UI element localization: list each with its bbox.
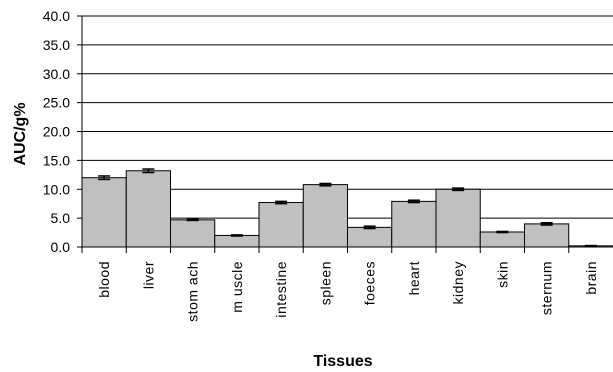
bar-muscle	[214, 234, 260, 248]
x-tick-label-foeces: foeces	[362, 261, 378, 305]
y-tick-label: 15.0	[43, 152, 70, 168]
error-bars	[81, 168, 597, 253]
bar-liver	[125, 170, 171, 248]
x-tick-label-heart: heart	[406, 261, 422, 295]
y-tick-labels: 0.0 5.0 10.0 15.0 20.0 25.0 30.0 35.0 40.0	[43, 8, 70, 255]
axes	[81, 16, 613, 248]
y-tick-label: 5.0	[51, 210, 71, 226]
bar-sternum	[524, 223, 570, 248]
x-axis-title: Tissues	[313, 353, 372, 370]
x-tick-label-muscle: m uscle	[229, 261, 245, 313]
y-tick-label: 35.0	[43, 37, 70, 53]
y-axis-title: AUC/g%	[12, 102, 29, 165]
y-tick-label: 40.0	[43, 8, 70, 24]
bar-intestine	[258, 202, 304, 248]
x-tick-label-stomach: stom ach	[185, 261, 201, 322]
bar-heart	[391, 200, 437, 248]
bar-stomach	[170, 219, 216, 248]
x-tick-label-spleen: spleen	[317, 261, 333, 305]
bar-blood	[81, 177, 127, 248]
x-tick-label-skin: skin	[494, 261, 510, 288]
y-tick-label: 0.0	[51, 239, 71, 255]
x-tick-label-intestine: intestine	[273, 261, 289, 318]
bar-spleen	[302, 184, 348, 248]
x-tick-labels: blood liver stom ach m uscle intestine spleen…	[96, 261, 599, 322]
y-tick-label: 10.0	[43, 181, 70, 197]
bar-skin	[479, 231, 525, 248]
x-tick-label-blood: blood	[96, 261, 112, 298]
x-tick-label-liver: liver	[140, 261, 156, 289]
x-tick-label-brain: brain	[583, 261, 599, 295]
bar-kidney	[435, 188, 481, 248]
x-tick-label-sternum: sternum	[539, 261, 555, 315]
bars	[81, 170, 613, 248]
y-tick-label: 30.0	[43, 66, 70, 82]
y-tick-label: 25.0	[43, 95, 70, 111]
y-tick-label: 20.0	[43, 124, 70, 140]
x-tick-label-kidney: kidney	[450, 261, 466, 304]
bar-foeces	[347, 226, 393, 248]
